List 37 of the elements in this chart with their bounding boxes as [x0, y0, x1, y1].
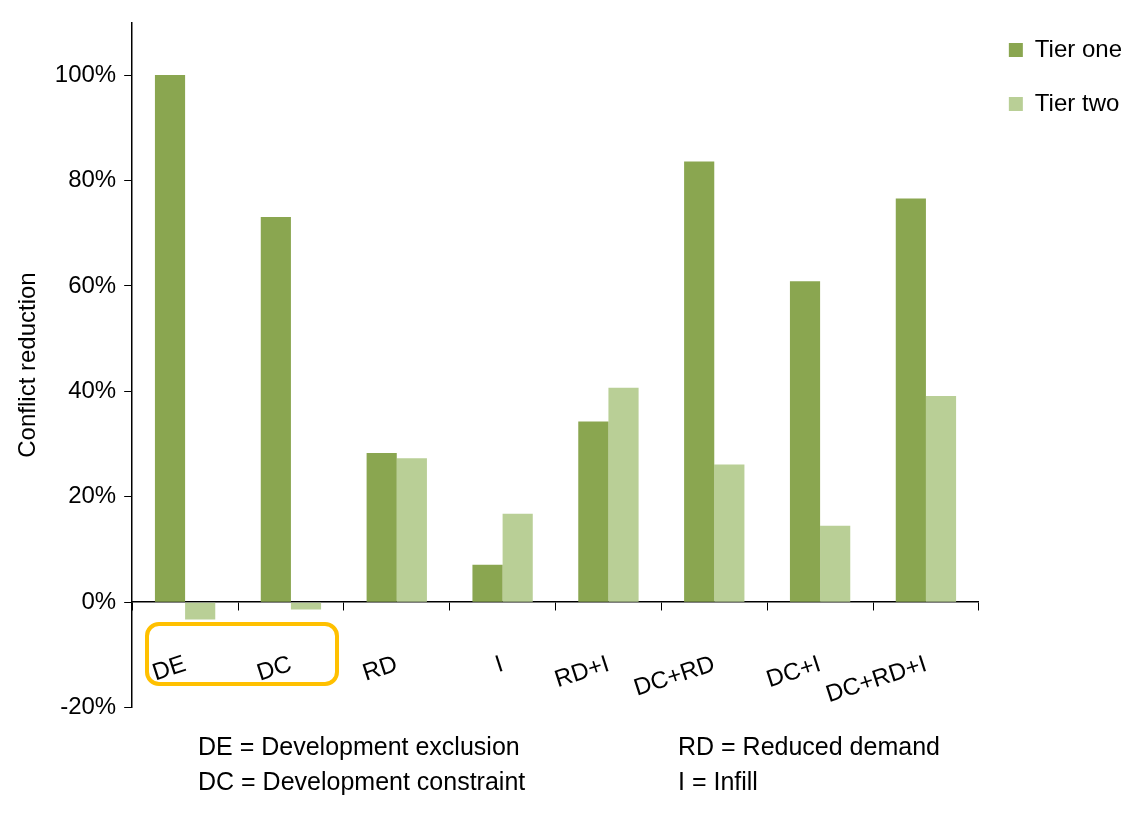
text: I = Infill	[678, 767, 759, 797]
legend-label: Tier one	[1034, 34, 1122, 62]
bar	[154, 75, 186, 602]
bar	[714, 464, 745, 602]
y-tick-label: 40%	[68, 375, 117, 403]
y-tick-label: 100%	[54, 59, 117, 87]
y-tick-label: -20%	[60, 692, 117, 720]
bar	[502, 513, 533, 602]
x-tick-label: RD	[359, 649, 401, 686]
y-axis-title: Conflict reduction	[13, 272, 41, 458]
bar	[684, 161, 715, 602]
bar	[290, 602, 322, 610]
bar	[366, 453, 397, 602]
x-tick-label: DC+I	[762, 649, 824, 692]
x-tick-label: I	[491, 649, 507, 677]
y-tick-label: 20%	[68, 481, 117, 509]
bar	[789, 281, 821, 602]
bar	[578, 421, 609, 602]
bar	[925, 396, 957, 602]
y-tick-label: 80%	[68, 165, 117, 193]
y-tick-label: 0%	[81, 586, 117, 614]
y-tick-label: 60%	[68, 270, 117, 298]
bar	[185, 602, 216, 620]
x-tick-label: RD+I	[551, 649, 613, 692]
x-tick-label: DC+RD	[630, 649, 718, 701]
bar	[396, 458, 427, 602]
legend-label: Tier two	[1034, 88, 1120, 116]
x-tick-label: DE	[148, 649, 189, 686]
bar	[608, 387, 639, 602]
bar	[472, 564, 503, 602]
text: RD = Reduced demand	[678, 732, 941, 762]
bar	[260, 216, 291, 602]
bar	[820, 525, 851, 602]
x-tick-label: DC	[253, 649, 295, 686]
bar	[895, 198, 926, 602]
text: DC = Development constraint	[198, 767, 527, 797]
text: DE = Development exclusion	[198, 732, 521, 762]
